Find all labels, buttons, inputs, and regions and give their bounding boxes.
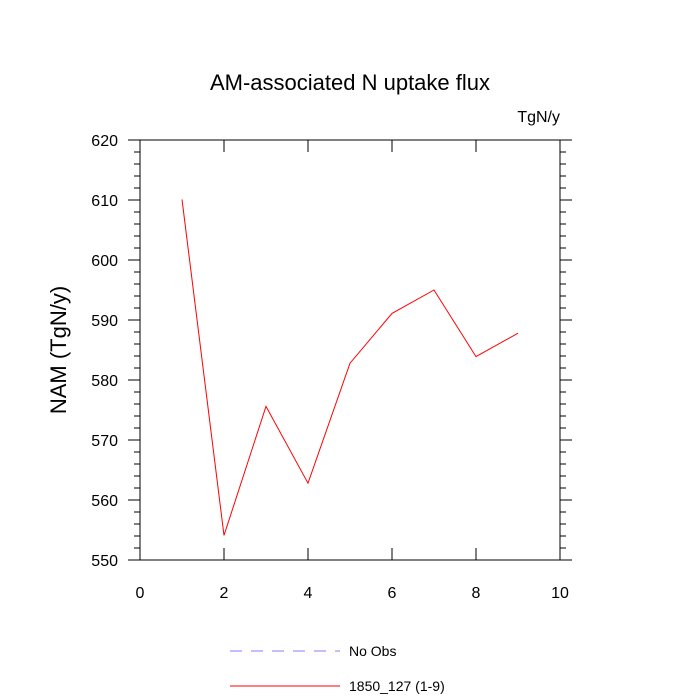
y-tick-label: 600 xyxy=(91,253,118,270)
series-lines xyxy=(181,199,519,536)
y-tick-label: 620 xyxy=(91,133,118,150)
x-tick-label: 6 xyxy=(388,585,397,602)
x-tick-label: 2 xyxy=(220,585,229,602)
plot-frame xyxy=(139,139,561,561)
y-tick-label: 560 xyxy=(91,493,118,510)
x-tick-label: 8 xyxy=(472,585,481,602)
y-tick-label: 610 xyxy=(91,193,118,210)
legend-label: 1850_127 (1-9) xyxy=(349,678,445,694)
axis-ticks xyxy=(128,139,572,561)
y-axis-label: NAM (TgN/y) xyxy=(46,286,71,414)
legend-label: No Obs xyxy=(349,643,396,659)
units-label: TgN/y xyxy=(517,109,560,126)
axis-tick-labels: 0 2 4 6 8 10 550 560 570 580 590 600 610 620 xyxy=(91,133,569,602)
x-tick-label: 4 xyxy=(304,585,313,602)
x-tick-label: 10 xyxy=(551,585,569,602)
y-tick-label: 570 xyxy=(91,433,118,450)
y-tick-label: 580 xyxy=(91,373,118,390)
series-line xyxy=(181,199,519,536)
x-tick-label: 0 xyxy=(136,585,145,602)
chart-title: AM-associated N uptake flux xyxy=(210,70,490,95)
legend: No Obs 1850_127 (1-9) xyxy=(230,643,445,694)
y-tick-label: 590 xyxy=(91,313,118,330)
y-tick-label: 550 xyxy=(91,553,118,570)
